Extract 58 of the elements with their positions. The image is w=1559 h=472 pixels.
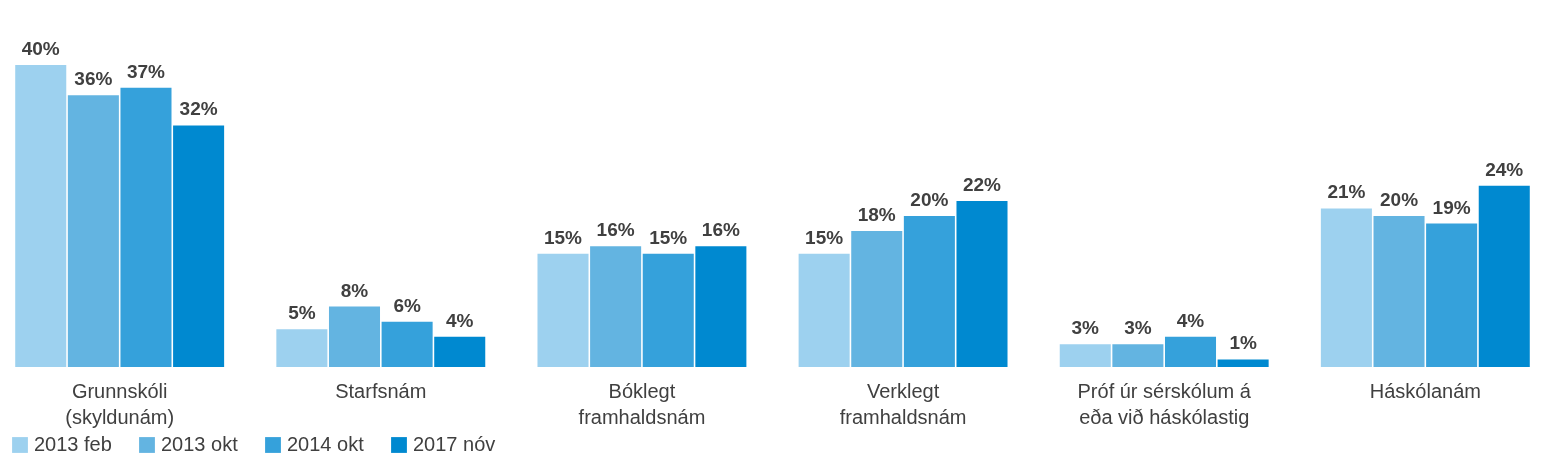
bar <box>381 321 433 367</box>
x-tick-label: Háskólanám <box>1369 379 1481 402</box>
bar <box>67 95 119 367</box>
x-tick-label: Verklegt framhaldsnám <box>839 379 967 428</box>
data-label: 24% <box>1485 158 1524 180</box>
data-label: 3% <box>1124 317 1152 339</box>
data-label: 6% <box>393 294 421 316</box>
data-label: 20% <box>910 189 949 210</box>
bar <box>328 306 381 367</box>
legend-label: 2017 nóv <box>413 433 496 455</box>
bar <box>1112 344 1164 367</box>
data-label: 18% <box>857 204 896 226</box>
data-label: 16% <box>596 219 635 241</box>
data-label: 5% <box>288 302 316 324</box>
data-label: 16% <box>701 219 740 241</box>
data-label: 8% <box>340 279 369 301</box>
bar <box>276 329 328 367</box>
data-label: 20% <box>1380 189 1419 210</box>
bar <box>798 253 850 367</box>
data-label: 15% <box>543 226 583 248</box>
bar <box>590 246 642 367</box>
x-tick-label: Próf úr sérskólum á eða við háskólastig <box>1077 379 1252 428</box>
legend-label: 2013 feb <box>34 433 112 455</box>
bar <box>1478 185 1530 367</box>
bar <box>173 125 225 367</box>
bar <box>642 253 694 367</box>
bar <box>120 87 172 367</box>
bar <box>851 231 903 367</box>
data-label: 32% <box>179 98 218 120</box>
data-label: 37% <box>126 60 166 82</box>
data-label: 15% <box>649 226 688 248</box>
bar <box>956 200 1008 367</box>
x-tick-label: Starfsnám <box>335 379 427 402</box>
bar <box>537 253 589 367</box>
data-label: 19% <box>1432 196 1471 218</box>
bar <box>1217 359 1269 367</box>
data-label: 36% <box>74 68 113 90</box>
bar <box>15 65 67 367</box>
data-label: 4% <box>1176 309 1205 331</box>
x-tick-label: Grunnskóli (skyldunám) <box>65 379 175 428</box>
bar <box>1320 208 1372 367</box>
data-label: 40% <box>21 38 60 59</box>
data-label: 3% <box>1071 317 1100 339</box>
bar <box>434 336 486 367</box>
bar <box>1164 336 1217 367</box>
data-label: 15% <box>805 226 844 248</box>
legend-label: 2013 okt <box>161 433 239 455</box>
legend-label: 2014 okt <box>287 433 365 455</box>
data-label: 22% <box>962 173 1002 195</box>
data-label: 1% <box>1229 332 1257 354</box>
data-label: 4% <box>446 309 474 331</box>
bar <box>1426 223 1478 367</box>
data-label: 21% <box>1327 181 1366 203</box>
bar <box>1373 216 1425 367</box>
bar <box>695 246 747 367</box>
bar <box>903 216 955 367</box>
x-tick-label: Bóklegt framhaldsnám <box>578 379 706 428</box>
bar <box>1059 344 1111 367</box>
